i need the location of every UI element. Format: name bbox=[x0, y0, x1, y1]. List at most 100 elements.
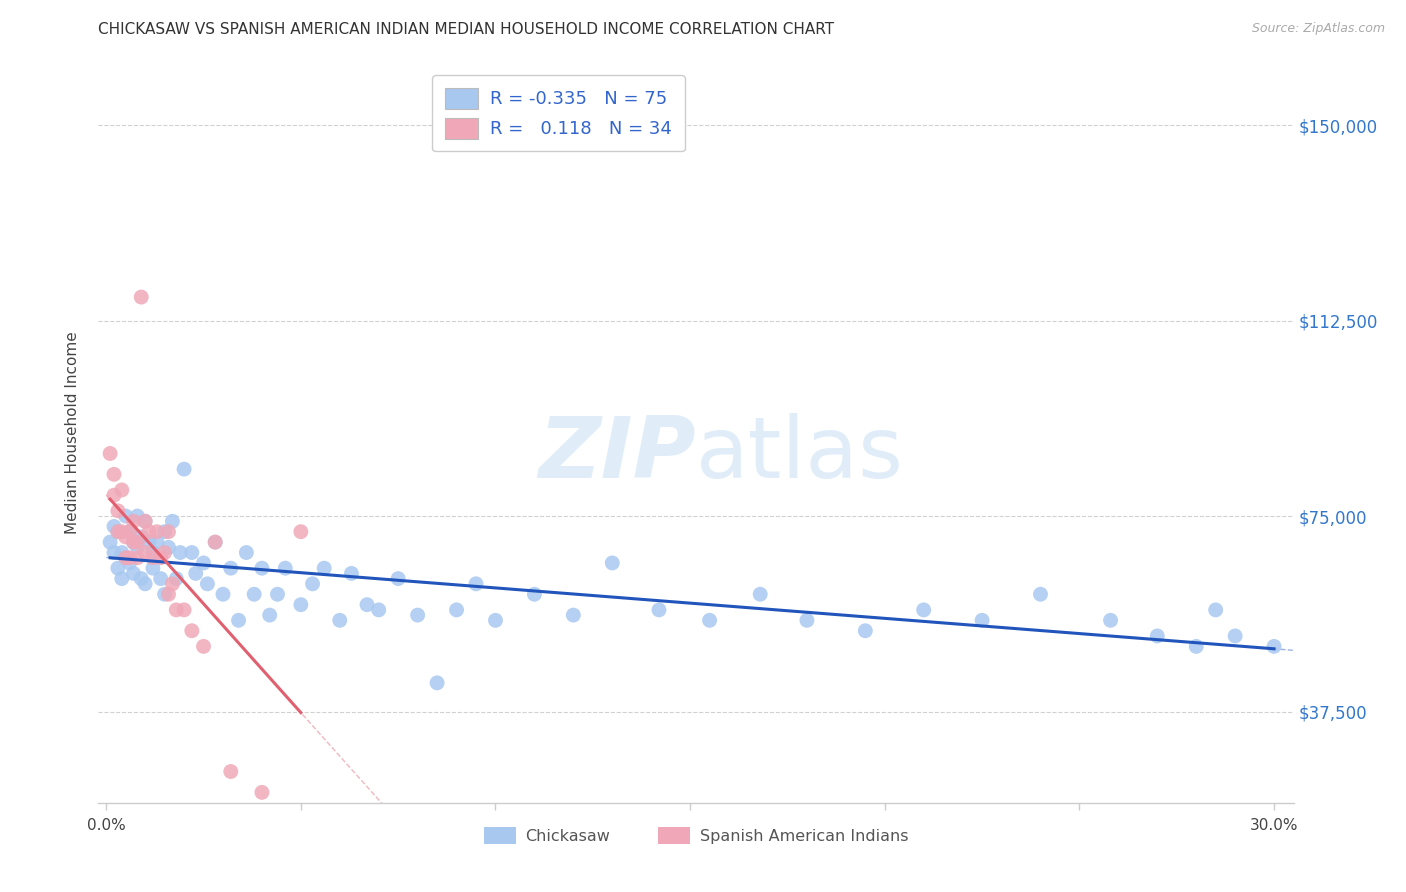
Point bbox=[103, 545, 125, 559]
Point bbox=[165, 572, 187, 586]
Point bbox=[134, 545, 156, 559]
Point bbox=[103, 488, 125, 502]
Point bbox=[796, 613, 818, 627]
Point bbox=[274, 561, 297, 575]
Point bbox=[340, 566, 363, 581]
Point bbox=[118, 524, 141, 539]
Point bbox=[1029, 587, 1052, 601]
Point bbox=[114, 509, 136, 524]
Point bbox=[193, 556, 215, 570]
Point bbox=[562, 608, 585, 623]
Point bbox=[329, 613, 352, 627]
Point bbox=[259, 608, 281, 623]
Y-axis label: Median Household Income: Median Household Income bbox=[65, 331, 80, 534]
Point bbox=[111, 483, 134, 497]
Point bbox=[197, 577, 219, 591]
Point bbox=[367, 603, 389, 617]
Point bbox=[184, 566, 207, 581]
Text: 0.0%: 0.0% bbox=[87, 819, 125, 833]
Point bbox=[114, 550, 136, 565]
Point bbox=[157, 541, 180, 555]
Point bbox=[134, 577, 156, 591]
Point bbox=[157, 587, 180, 601]
Point bbox=[134, 514, 156, 528]
Legend: Chickasaw, Spanish American Indians: Chickasaw, Spanish American Indians bbox=[478, 821, 914, 850]
Point bbox=[165, 603, 187, 617]
Point bbox=[235, 545, 257, 559]
Point bbox=[107, 561, 129, 575]
Point bbox=[1263, 640, 1285, 654]
Point bbox=[180, 624, 202, 638]
Point bbox=[162, 577, 184, 591]
Point bbox=[107, 504, 129, 518]
Point bbox=[114, 530, 136, 544]
Point bbox=[1223, 629, 1246, 643]
Point bbox=[523, 587, 546, 601]
Point bbox=[138, 535, 160, 549]
Point bbox=[103, 467, 125, 482]
Point bbox=[111, 545, 134, 559]
Point bbox=[153, 545, 176, 559]
Point bbox=[465, 577, 488, 591]
Point bbox=[250, 785, 273, 799]
Point bbox=[129, 572, 152, 586]
Point bbox=[142, 561, 165, 575]
Point bbox=[122, 535, 145, 549]
Point bbox=[301, 577, 323, 591]
Text: Source: ZipAtlas.com: Source: ZipAtlas.com bbox=[1251, 22, 1385, 36]
Point bbox=[387, 572, 409, 586]
Point bbox=[122, 566, 145, 581]
Point bbox=[446, 603, 468, 617]
Point bbox=[149, 572, 172, 586]
Point bbox=[228, 613, 250, 627]
Point bbox=[122, 535, 145, 549]
Point bbox=[169, 545, 191, 559]
Point bbox=[243, 587, 266, 601]
Point bbox=[118, 550, 141, 565]
Point bbox=[290, 524, 312, 539]
Point bbox=[98, 446, 121, 460]
Text: 30.0%: 30.0% bbox=[1250, 819, 1298, 833]
Point bbox=[972, 613, 994, 627]
Point bbox=[127, 509, 149, 524]
Point bbox=[107, 524, 129, 539]
Point bbox=[157, 524, 180, 539]
Point bbox=[142, 550, 165, 565]
Point bbox=[127, 535, 149, 549]
Point bbox=[1099, 613, 1122, 627]
Point bbox=[146, 524, 169, 539]
Point bbox=[129, 290, 152, 304]
Point bbox=[111, 572, 134, 586]
Point bbox=[98, 535, 121, 549]
Point bbox=[1146, 629, 1168, 643]
Point bbox=[426, 676, 449, 690]
Point bbox=[122, 514, 145, 528]
Point bbox=[180, 545, 202, 559]
Point bbox=[600, 556, 623, 570]
Point bbox=[193, 640, 215, 654]
Point bbox=[1185, 640, 1208, 654]
Point bbox=[204, 535, 226, 549]
Point bbox=[149, 550, 172, 565]
Point bbox=[290, 598, 312, 612]
Point bbox=[406, 608, 429, 623]
Point bbox=[118, 556, 141, 570]
Point bbox=[699, 613, 721, 627]
Point bbox=[250, 561, 273, 575]
Point bbox=[1205, 603, 1227, 617]
Text: atlas: atlas bbox=[696, 413, 904, 496]
Point bbox=[219, 561, 242, 575]
Point bbox=[142, 545, 165, 559]
Point bbox=[162, 514, 184, 528]
Point bbox=[146, 535, 169, 549]
Point bbox=[204, 535, 226, 549]
Point bbox=[212, 587, 235, 601]
Point bbox=[266, 587, 288, 601]
Point bbox=[107, 524, 129, 539]
Point bbox=[356, 598, 378, 612]
Point bbox=[127, 550, 149, 565]
Point bbox=[129, 530, 152, 544]
Point bbox=[153, 524, 176, 539]
Point bbox=[114, 550, 136, 565]
Point bbox=[912, 603, 935, 617]
